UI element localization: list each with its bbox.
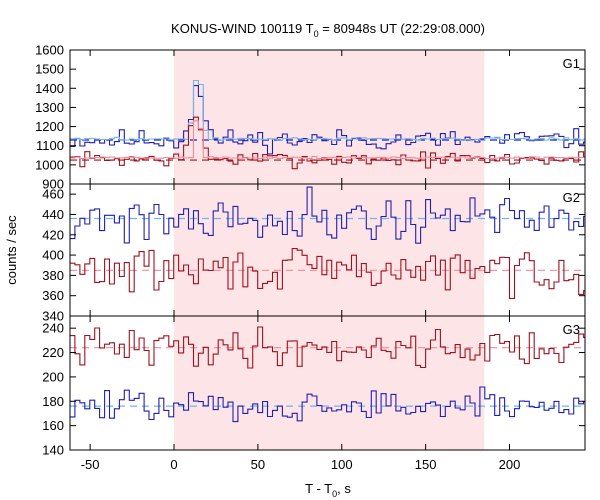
y-tick-label: 400 (42, 248, 64, 263)
panel-frame (69, 315, 586, 451)
panel-plot-area (70, 186, 585, 299)
highlight-interval (174, 316, 485, 450)
y-tick-label: 140 (42, 443, 64, 458)
panel-g3: 140 160 180 200 220 240 G3 (42, 315, 586, 458)
series-red (70, 326, 585, 369)
y-tick-label: 240 (42, 321, 64, 336)
panel-g1: 900 1000 1100 1200 1300 1400 1500 1600 G1 (35, 43, 586, 192)
y-axis-label: counts / sec (4, 215, 19, 285)
y-tick-label: 340 (42, 309, 64, 324)
y-tick-label: 460 (42, 187, 64, 202)
panel-g2: 340 360 380 400 420 440 460 G2 (42, 183, 586, 324)
y-tick-label: 1000 (35, 157, 64, 172)
highlight-interval (174, 50, 485, 184)
y-tick-label: 1300 (35, 100, 64, 115)
y-tick-label: 440 (42, 207, 64, 222)
y-tick-label: 380 (42, 268, 64, 283)
y-tick-label: 1200 (35, 119, 64, 134)
y-tick-label: 1100 (36, 138, 64, 153)
y-tick-label: 360 (42, 288, 64, 303)
x-tick-label: 0 (170, 457, 177, 472)
y-tick-label: 1400 (35, 81, 64, 96)
series-red (70, 116, 585, 170)
panel-plot-area (70, 326, 585, 423)
series-blue (70, 186, 585, 244)
chart-title: KONUS-WIND 100119 T0 = 80948s UT (22:29:… (171, 21, 485, 39)
panel-label: G2 (563, 190, 580, 205)
series-pink (70, 120, 585, 160)
y-tick-label: 220 (42, 345, 64, 360)
series-blue (70, 386, 585, 423)
y-tick-label: 200 (42, 369, 64, 384)
y-tick-label: 420 (42, 227, 64, 242)
series-red (70, 248, 585, 299)
panel-plot-area (70, 79, 585, 170)
x-tick-label: 100 (331, 457, 353, 472)
x-axis-label: T - T0, s (305, 481, 351, 499)
x-tick-label: 50 (251, 457, 265, 472)
panel-label: G1 (563, 56, 580, 71)
y-tick-label: 1600 (35, 43, 64, 58)
series-lightblue (70, 79, 585, 141)
y-tick-label: 900 (42, 177, 64, 192)
y-tick-label: 180 (42, 394, 64, 409)
y-tick-label: 1500 (35, 62, 64, 77)
highlight-interval (174, 184, 485, 316)
panel-label: G3 (563, 322, 580, 337)
x-tick-label: 150 (415, 457, 437, 472)
y-tick-label: 160 (42, 418, 64, 433)
x-tick-label: -50 (81, 457, 100, 472)
x-tick-label: 200 (499, 457, 521, 472)
